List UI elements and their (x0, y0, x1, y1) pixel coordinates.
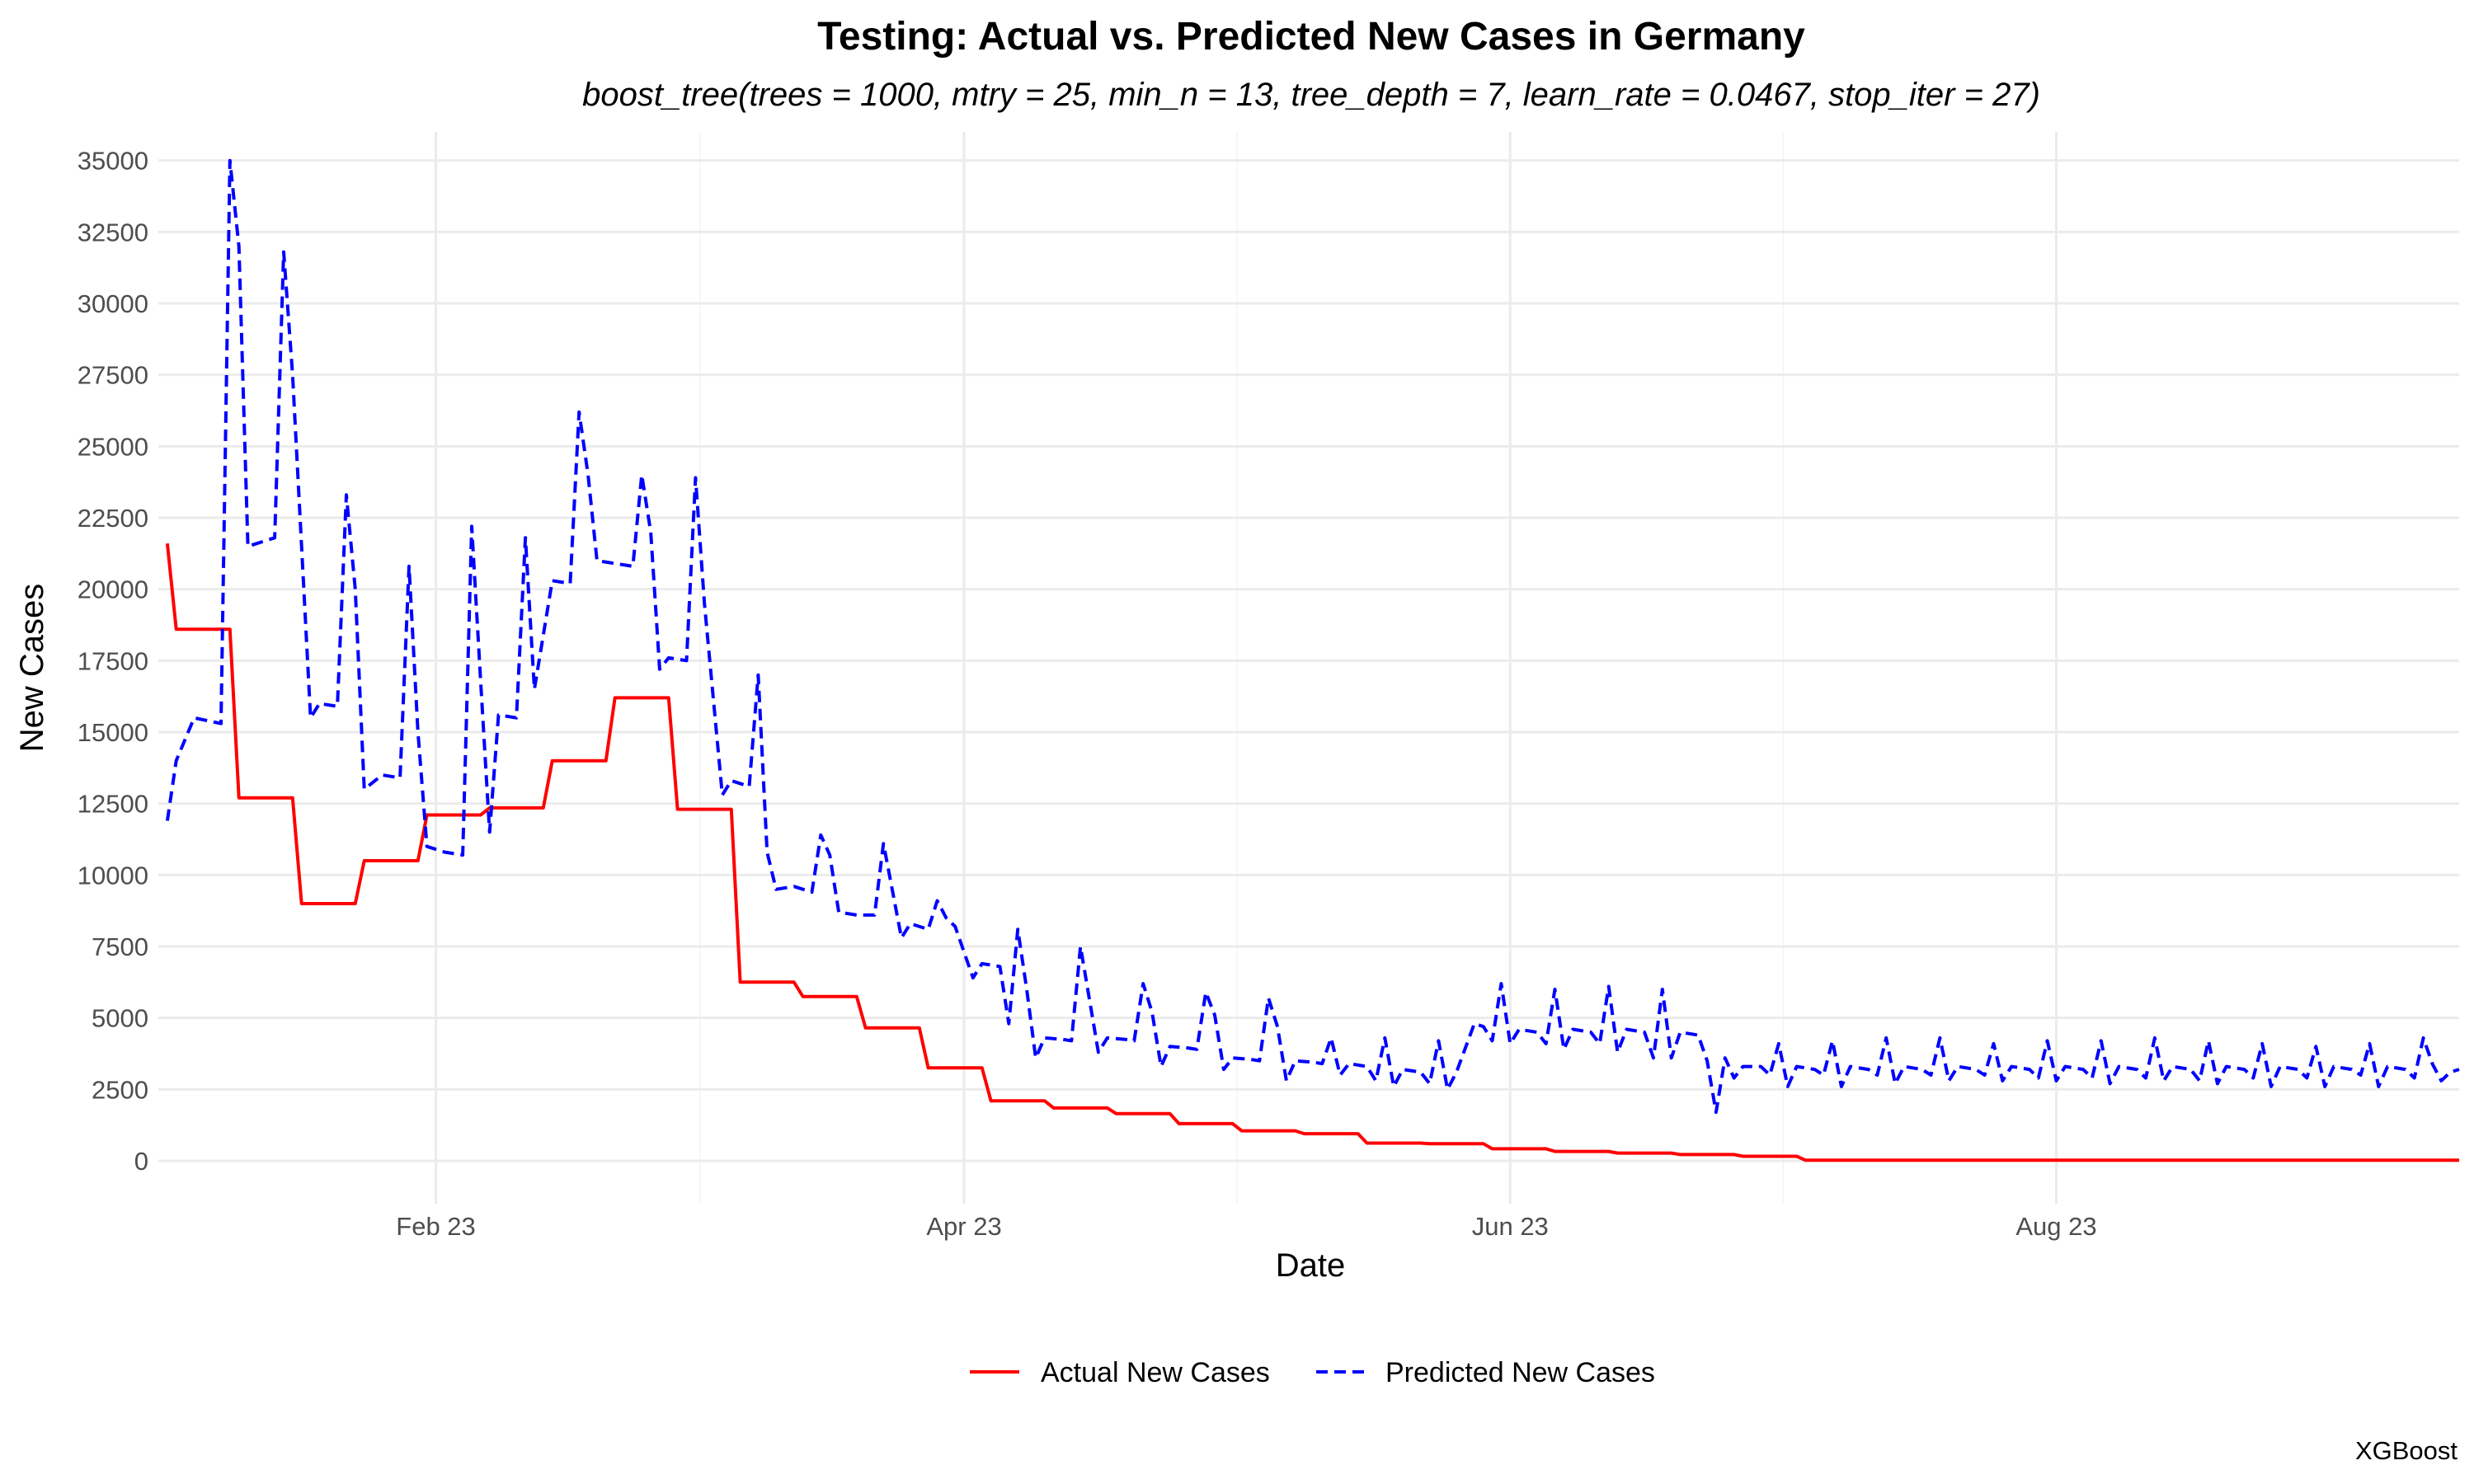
major-gridlines (158, 132, 2459, 1204)
y-tick-label: 27500 (78, 361, 148, 390)
x-axis-title: Date (1276, 1247, 1346, 1284)
y-tick-label: 12500 (78, 790, 148, 819)
y-tick-label: 0 (134, 1147, 148, 1176)
y-tick-label: 25000 (78, 432, 148, 461)
y-tick-label: 30000 (78, 289, 148, 318)
y-axis-ticks: 0 2500 5000 7500 10000 12500 15000 17500 20000 22… (78, 147, 148, 1176)
x-axis-ticks: Feb 23 Apr 23 Jun 23 Aug 23 (396, 1212, 2096, 1241)
series-line-predicted (165, 158, 2460, 1115)
y-tick-label: 32500 (78, 218, 148, 247)
legend: Actual New Cases Predicted New Cases (970, 1357, 1655, 1388)
y-tick-label: 35000 (78, 147, 148, 176)
x-tick-label: Apr 23 (926, 1212, 1001, 1241)
y-tick-label: 17500 (78, 646, 148, 675)
chart-caption: XGBoost (2355, 1436, 2458, 1465)
chart-title: Testing: Actual vs. Predicted New Cases … (817, 15, 1805, 59)
y-tick-label: 15000 (78, 718, 148, 747)
y-tick-label: 2500 (92, 1075, 148, 1104)
y-tick-label: 5000 (92, 1004, 148, 1033)
x-tick-label: Aug 23 (2015, 1212, 2096, 1241)
minor-gridlines (699, 132, 1785, 1204)
y-tick-label: 10000 (78, 861, 148, 890)
series-line-actual (165, 542, 2459, 1162)
legend-label-predicted: Predicted New Cases (1385, 1357, 1655, 1388)
x-tick-label: Jun 23 (1472, 1212, 1549, 1241)
y-tick-label: 7500 (92, 932, 148, 961)
legend-label-actual: Actual New Cases (1041, 1357, 1270, 1388)
y-axis-title: New Cases (14, 584, 50, 753)
chart-subtitle: boost_tree(trees = 1000, mtry = 25, min_… (582, 77, 2040, 113)
y-tick-label: 20000 (78, 575, 148, 604)
y-tick-label: 22500 (78, 504, 148, 533)
x-tick-label: Feb 23 (396, 1212, 476, 1241)
series-layer (165, 158, 2460, 1162)
